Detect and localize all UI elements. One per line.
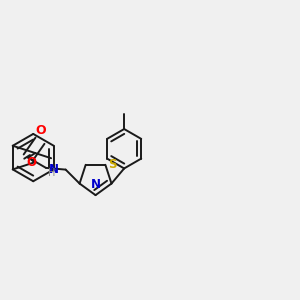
Text: N: N bbox=[48, 163, 59, 176]
Text: N: N bbox=[91, 178, 100, 191]
Text: H: H bbox=[48, 168, 56, 178]
Text: O: O bbox=[35, 124, 46, 137]
Text: O: O bbox=[27, 156, 37, 169]
Text: S: S bbox=[108, 158, 116, 171]
